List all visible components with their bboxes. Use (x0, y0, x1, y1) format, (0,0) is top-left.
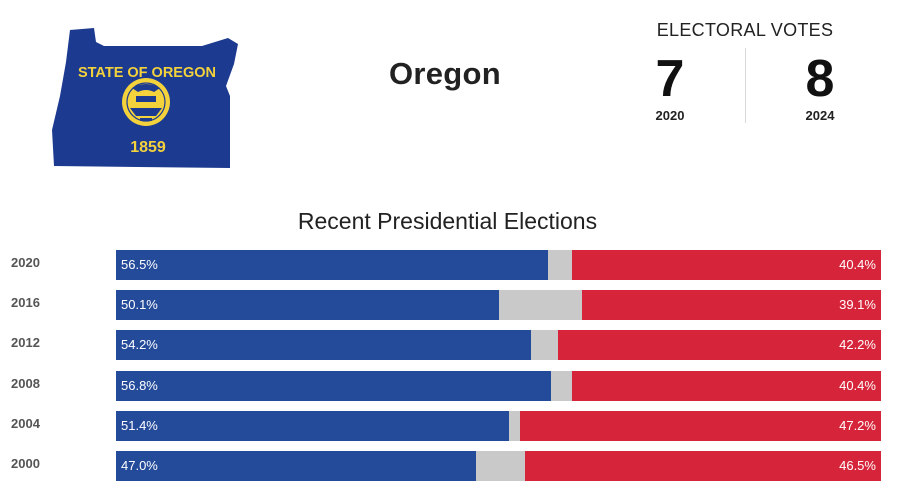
flag-top-text: STATE OF OREGON (78, 65, 216, 81)
republican-percent-label: 47.2% (839, 418, 876, 433)
democrat-bar: 50.1% (116, 290, 500, 320)
democrat-percent-label: 51.4% (121, 418, 158, 433)
row-year-label: 2016 (11, 295, 40, 310)
other-bar (550, 371, 572, 401)
democrat-percent-label: 54.2% (121, 337, 158, 352)
electoral-votes-value: 8 (805, 50, 835, 108)
state-name: Oregon (388, 56, 502, 91)
republican-bar: 42.2% (558, 330, 881, 360)
row-year-label: 2004 (11, 416, 40, 431)
election-bar-row: 47.0% 46.5% (116, 451, 881, 481)
democrat-percent-label: 56.8% (121, 378, 158, 393)
other-bar (475, 451, 526, 481)
other-bar (499, 290, 582, 320)
row-year-label: 2020 (11, 255, 40, 270)
democrat-percent-label: 47.0% (121, 458, 158, 473)
democrat-percent-label: 50.1% (121, 297, 158, 312)
electoral-votes-year: 2024 (805, 108, 835, 123)
democrat-bar: 56.8% (116, 371, 551, 401)
electoral-votes-divider (745, 48, 746, 123)
other-bar (530, 330, 559, 360)
election-bar-row: 51.4% 47.2% (116, 411, 881, 441)
democrat-bar: 47.0% (116, 451, 476, 481)
republican-bar: 39.1% (581, 290, 881, 320)
democrat-bar: 54.2% (116, 330, 531, 360)
republican-percent-label: 46.5% (839, 458, 876, 473)
electoral-votes-year: 2020 (655, 108, 685, 123)
row-year-label: 2012 (11, 335, 40, 350)
republican-percent-label: 42.2% (839, 337, 876, 352)
electoral-votes-value: 7 (655, 50, 685, 108)
chart-title: Recent Presidential Elections (297, 208, 598, 234)
electoral-votes-2020: 7 2020 (620, 52, 720, 123)
state-seal-icon (122, 78, 170, 126)
republican-bar: 40.4% (571, 250, 881, 280)
election-bar-row: 56.8% 40.4% (116, 371, 881, 401)
election-bar-row: 50.1% 39.1% (116, 290, 881, 320)
oregon-flag-icon: STATE OF OREGON 1859 (52, 28, 238, 168)
republican-bar: 40.4% (571, 371, 881, 401)
flag-year-text: 1859 (130, 139, 166, 156)
electoral-votes-title: ELECTORAL VOTES (656, 20, 834, 40)
election-bar-row: 54.2% 42.2% (116, 330, 881, 360)
democrat-bar: 51.4% (116, 411, 510, 441)
election-bar-row: 56.5% 40.4% (116, 250, 881, 280)
republican-percent-label: 39.1% (839, 297, 876, 312)
row-year-label: 2000 (11, 456, 40, 471)
row-year-label: 2008 (11, 376, 40, 391)
other-bar (509, 411, 520, 441)
democrat-bar: 56.5% (116, 250, 549, 280)
republican-percent-label: 40.4% (839, 257, 876, 272)
other-bar (548, 250, 572, 280)
republican-percent-label: 40.4% (839, 378, 876, 393)
electoral-votes-2024: 8 2024 (770, 52, 870, 123)
democrat-percent-label: 56.5% (121, 257, 158, 272)
republican-bar: 47.2% (519, 411, 881, 441)
republican-bar: 46.5% (525, 451, 881, 481)
